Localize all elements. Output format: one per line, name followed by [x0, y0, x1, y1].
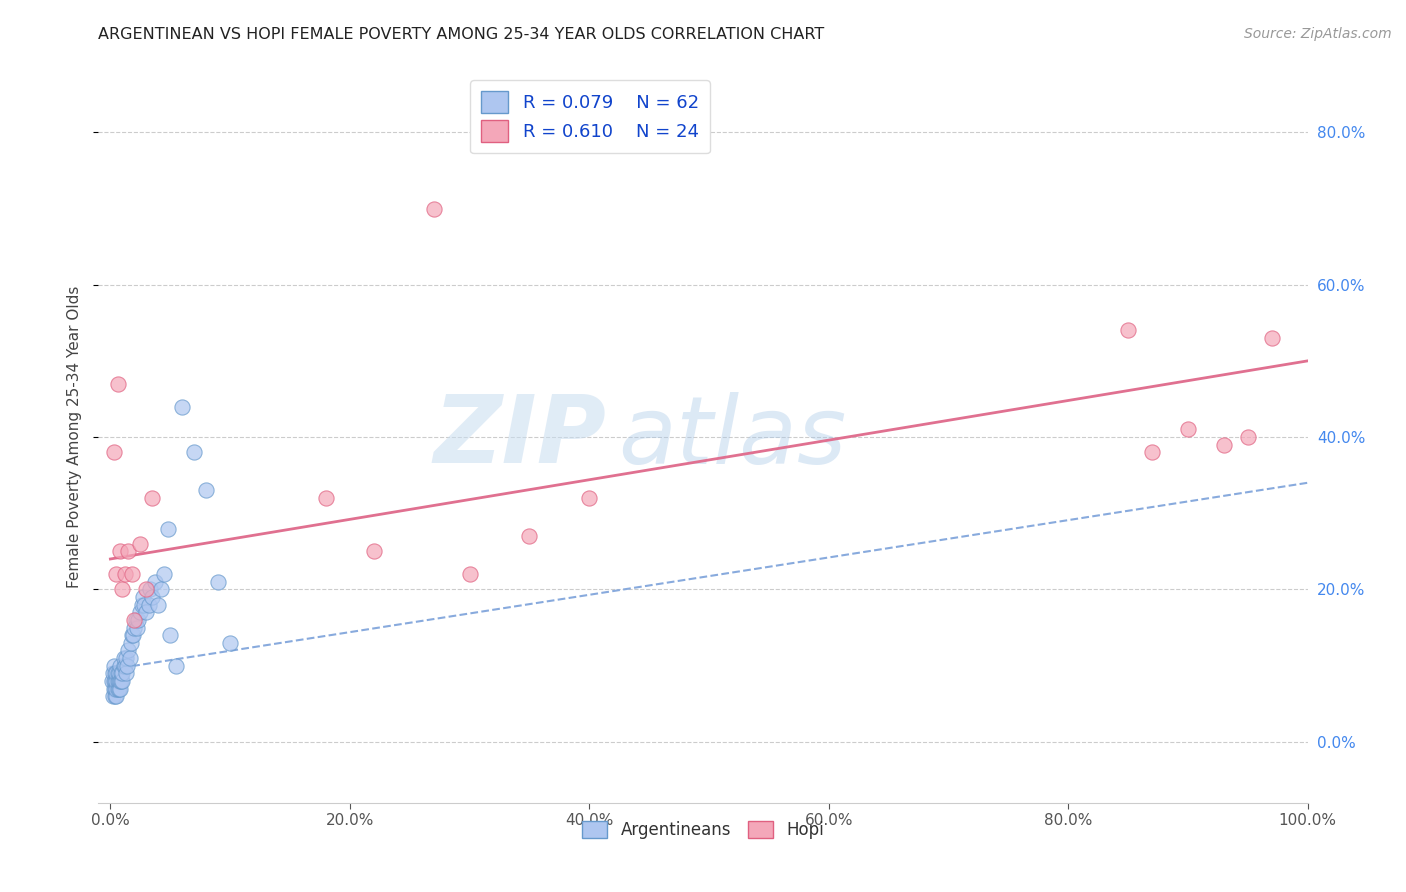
- Point: [165, 658, 187, 673]
- Point: [111, 673, 134, 688]
- Point: [141, 491, 163, 505]
- Point: [121, 628, 143, 642]
- Legend: Argentineans, Hopi: Argentineans, Hopi: [575, 814, 831, 846]
- Point: [101, 666, 124, 681]
- Point: [105, 666, 128, 681]
- Point: [107, 673, 129, 688]
- Point: [112, 651, 135, 665]
- Point: [111, 666, 134, 681]
- Point: [132, 590, 155, 604]
- Point: [149, 582, 172, 597]
- Point: [135, 605, 157, 619]
- Text: ARGENTINEAN VS HOPI FEMALE POVERTY AMONG 25-34 YEAR OLDS CORRELATION CHART: ARGENTINEAN VS HOPI FEMALE POVERTY AMONG…: [98, 27, 825, 42]
- Point: [315, 491, 337, 505]
- Point: [118, 651, 141, 665]
- Point: [207, 574, 229, 589]
- Point: [103, 445, 125, 459]
- Point: [120, 636, 142, 650]
- Point: [127, 613, 149, 627]
- Point: [1236, 430, 1258, 444]
- Point: [183, 445, 205, 459]
- Point: [132, 598, 155, 612]
- Point: [105, 567, 128, 582]
- Point: [1140, 445, 1163, 459]
- Text: atlas: atlas: [619, 392, 846, 483]
- Text: Source: ZipAtlas.com: Source: ZipAtlas.com: [1244, 27, 1392, 41]
- Point: [1177, 422, 1199, 436]
- Point: [104, 689, 127, 703]
- Point: [107, 681, 129, 696]
- Point: [124, 621, 146, 635]
- Point: [143, 574, 166, 589]
- Point: [219, 636, 242, 650]
- Point: [159, 628, 181, 642]
- Point: [363, 544, 385, 558]
- Point: [100, 673, 122, 688]
- Point: [139, 582, 162, 597]
- Point: [135, 582, 157, 597]
- Point: [103, 681, 125, 696]
- Point: [105, 681, 128, 696]
- Point: [121, 567, 143, 582]
- Point: [124, 613, 146, 627]
- Point: [114, 658, 136, 673]
- Point: [101, 689, 124, 703]
- Point: [172, 400, 194, 414]
- Point: [156, 521, 179, 535]
- Point: [125, 621, 148, 635]
- Point: [108, 658, 131, 673]
- Point: [107, 666, 129, 681]
- Point: [117, 643, 139, 657]
- Point: [129, 537, 152, 551]
- Point: [148, 598, 170, 612]
- Point: [104, 666, 127, 681]
- Point: [112, 658, 135, 673]
- Point: [110, 666, 132, 681]
- Point: [108, 673, 131, 688]
- Point: [124, 613, 146, 627]
- Point: [104, 681, 127, 696]
- Point: [195, 483, 218, 498]
- Point: [105, 689, 128, 703]
- Point: [107, 673, 129, 688]
- Point: [1116, 323, 1139, 337]
- Point: [103, 673, 125, 688]
- Point: [111, 582, 134, 597]
- Point: [115, 666, 138, 681]
- Point: [107, 376, 129, 391]
- Point: [104, 673, 127, 688]
- Point: [153, 567, 176, 582]
- Point: [117, 544, 139, 558]
- Point: [422, 202, 444, 216]
- Point: [138, 598, 160, 612]
- Point: [108, 681, 131, 696]
- Point: [108, 544, 131, 558]
- Y-axis label: Female Poverty Among 25-34 Year Olds: Female Poverty Among 25-34 Year Olds: [67, 286, 83, 588]
- Point: [115, 651, 138, 665]
- Point: [103, 658, 125, 673]
- Point: [131, 598, 153, 612]
- Point: [578, 491, 600, 505]
- Point: [141, 590, 163, 604]
- Point: [1260, 331, 1282, 345]
- Point: [122, 628, 145, 642]
- Point: [519, 529, 541, 543]
- Point: [458, 567, 481, 582]
- Point: [107, 681, 129, 696]
- Point: [105, 673, 128, 688]
- Point: [107, 666, 129, 681]
- Point: [114, 567, 136, 582]
- Point: [110, 673, 132, 688]
- Point: [1212, 438, 1234, 452]
- Point: [115, 658, 138, 673]
- Point: [129, 605, 152, 619]
- Text: ZIP: ZIP: [433, 391, 606, 483]
